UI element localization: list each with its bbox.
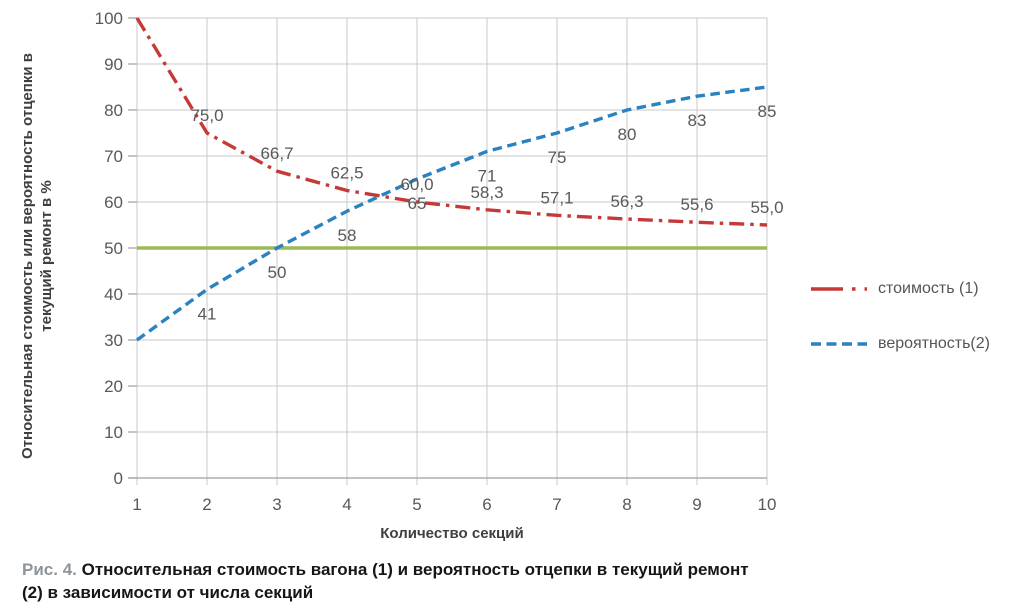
y-axis-title-line1: Относительная стоимость или вероятность … [19, 53, 36, 459]
svg-text:65: 65 [408, 194, 427, 213]
svg-text:1: 1 [132, 495, 141, 514]
svg-text:5: 5 [412, 495, 421, 514]
svg-text:10: 10 [104, 423, 123, 442]
svg-text:9: 9 [692, 495, 701, 514]
figure-number: Рис. 4. [22, 560, 77, 579]
x-axis-title: Количество секций [380, 525, 524, 542]
svg-text:57,1: 57,1 [540, 188, 573, 207]
svg-text:60,0: 60,0 [400, 175, 433, 194]
legend-item-cost: стоимость (1) [810, 278, 990, 300]
figure-caption: Рис. 4. Относительная стоимость вагона (… [22, 558, 862, 604]
svg-text:6: 6 [482, 495, 491, 514]
svg-text:40: 40 [104, 285, 123, 304]
svg-text:20: 20 [104, 377, 123, 396]
svg-text:50: 50 [104, 239, 123, 258]
svg-text:80: 80 [618, 125, 637, 144]
caption-line-2: (2) в зависимости от числа секций [22, 581, 862, 604]
caption-line-1: Рис. 4. Относительная стоимость вагона (… [22, 558, 862, 581]
svg-text:0: 0 [114, 469, 123, 488]
svg-text:71: 71 [478, 166, 497, 185]
svg-text:60: 60 [104, 193, 123, 212]
svg-text:50: 50 [268, 263, 287, 282]
svg-text:100: 100 [95, 9, 123, 28]
y-axis-title: Относительная стоимость или вероятность … [18, 21, 58, 491]
svg-text:58: 58 [338, 226, 357, 245]
svg-text:62,5: 62,5 [330, 164, 363, 183]
svg-text:55,6: 55,6 [680, 195, 713, 214]
caption-text-line1: Относительная стоимость вагона (1) и вер… [81, 560, 749, 579]
svg-text:83: 83 [688, 111, 707, 130]
svg-text:10: 10 [758, 495, 777, 514]
svg-text:66,7: 66,7 [260, 144, 293, 163]
chart-legend: стоимость (1) вероятность(2) [810, 278, 990, 388]
svg-text:55,0: 55,0 [750, 198, 783, 217]
cost-line-sample-icon [811, 287, 867, 291]
svg-text:56,3: 56,3 [610, 192, 643, 211]
svg-text:70: 70 [104, 147, 123, 166]
svg-text:75,0: 75,0 [190, 106, 223, 125]
svg-text:80: 80 [104, 101, 123, 120]
svg-text:75: 75 [548, 148, 567, 167]
svg-text:41: 41 [198, 304, 217, 323]
legend-label-probability: вероятность(2) [878, 335, 990, 352]
svg-text:90: 90 [104, 55, 123, 74]
svg-text:7: 7 [552, 495, 561, 514]
probability-line-sample-icon [811, 342, 867, 346]
svg-text:2: 2 [202, 495, 211, 514]
svg-text:3: 3 [272, 495, 281, 514]
svg-text:30: 30 [104, 331, 123, 350]
chart-plot-area: 0 10 20 30 40 50 60 70 80 90 100 1 2 3 4 5 6 7 8 9 10 75,0 66,… [95, 9, 784, 514]
svg-text:85: 85 [758, 102, 777, 121]
svg-text:4: 4 [342, 495, 351, 514]
legend-item-probability: вероятность(2) [810, 333, 990, 355]
legend-label-cost: стоимость (1) [878, 280, 979, 297]
svg-text:8: 8 [622, 495, 631, 514]
caption-text-line2: (2) в зависимости от числа секций [22, 583, 314, 602]
y-axis-title-line2: текущий ремонт в % [38, 180, 55, 332]
svg-text:58,3: 58,3 [470, 183, 503, 202]
